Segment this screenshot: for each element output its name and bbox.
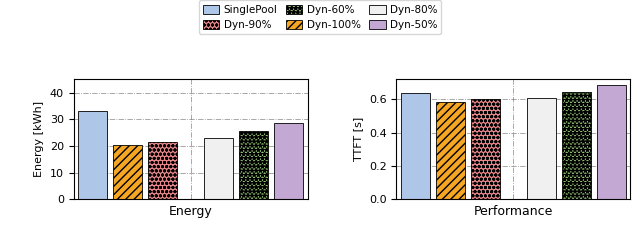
Bar [148, 142, 177, 199]
Bar [527, 97, 556, 199]
Y-axis label: Energy [kWh]: Energy [kWh] [34, 101, 44, 177]
Bar [274, 123, 303, 199]
Bar [471, 99, 500, 199]
Bar [239, 131, 268, 199]
Bar [204, 138, 233, 199]
Bar [436, 102, 465, 199]
Y-axis label: TTFT [s]: TTFT [s] [353, 117, 364, 161]
Bar [401, 93, 430, 199]
Legend: SinglePool, Dyn-90%, Dyn-60%, Dyn-100%, Dyn-80%, Dyn-50%: SinglePool, Dyn-90%, Dyn-60%, Dyn-100%, … [198, 0, 442, 34]
Bar [113, 144, 142, 199]
X-axis label: Performance: Performance [474, 205, 553, 218]
X-axis label: Energy: Energy [169, 205, 212, 218]
Bar [79, 111, 107, 199]
Bar [562, 92, 591, 199]
Bar [597, 85, 625, 199]
